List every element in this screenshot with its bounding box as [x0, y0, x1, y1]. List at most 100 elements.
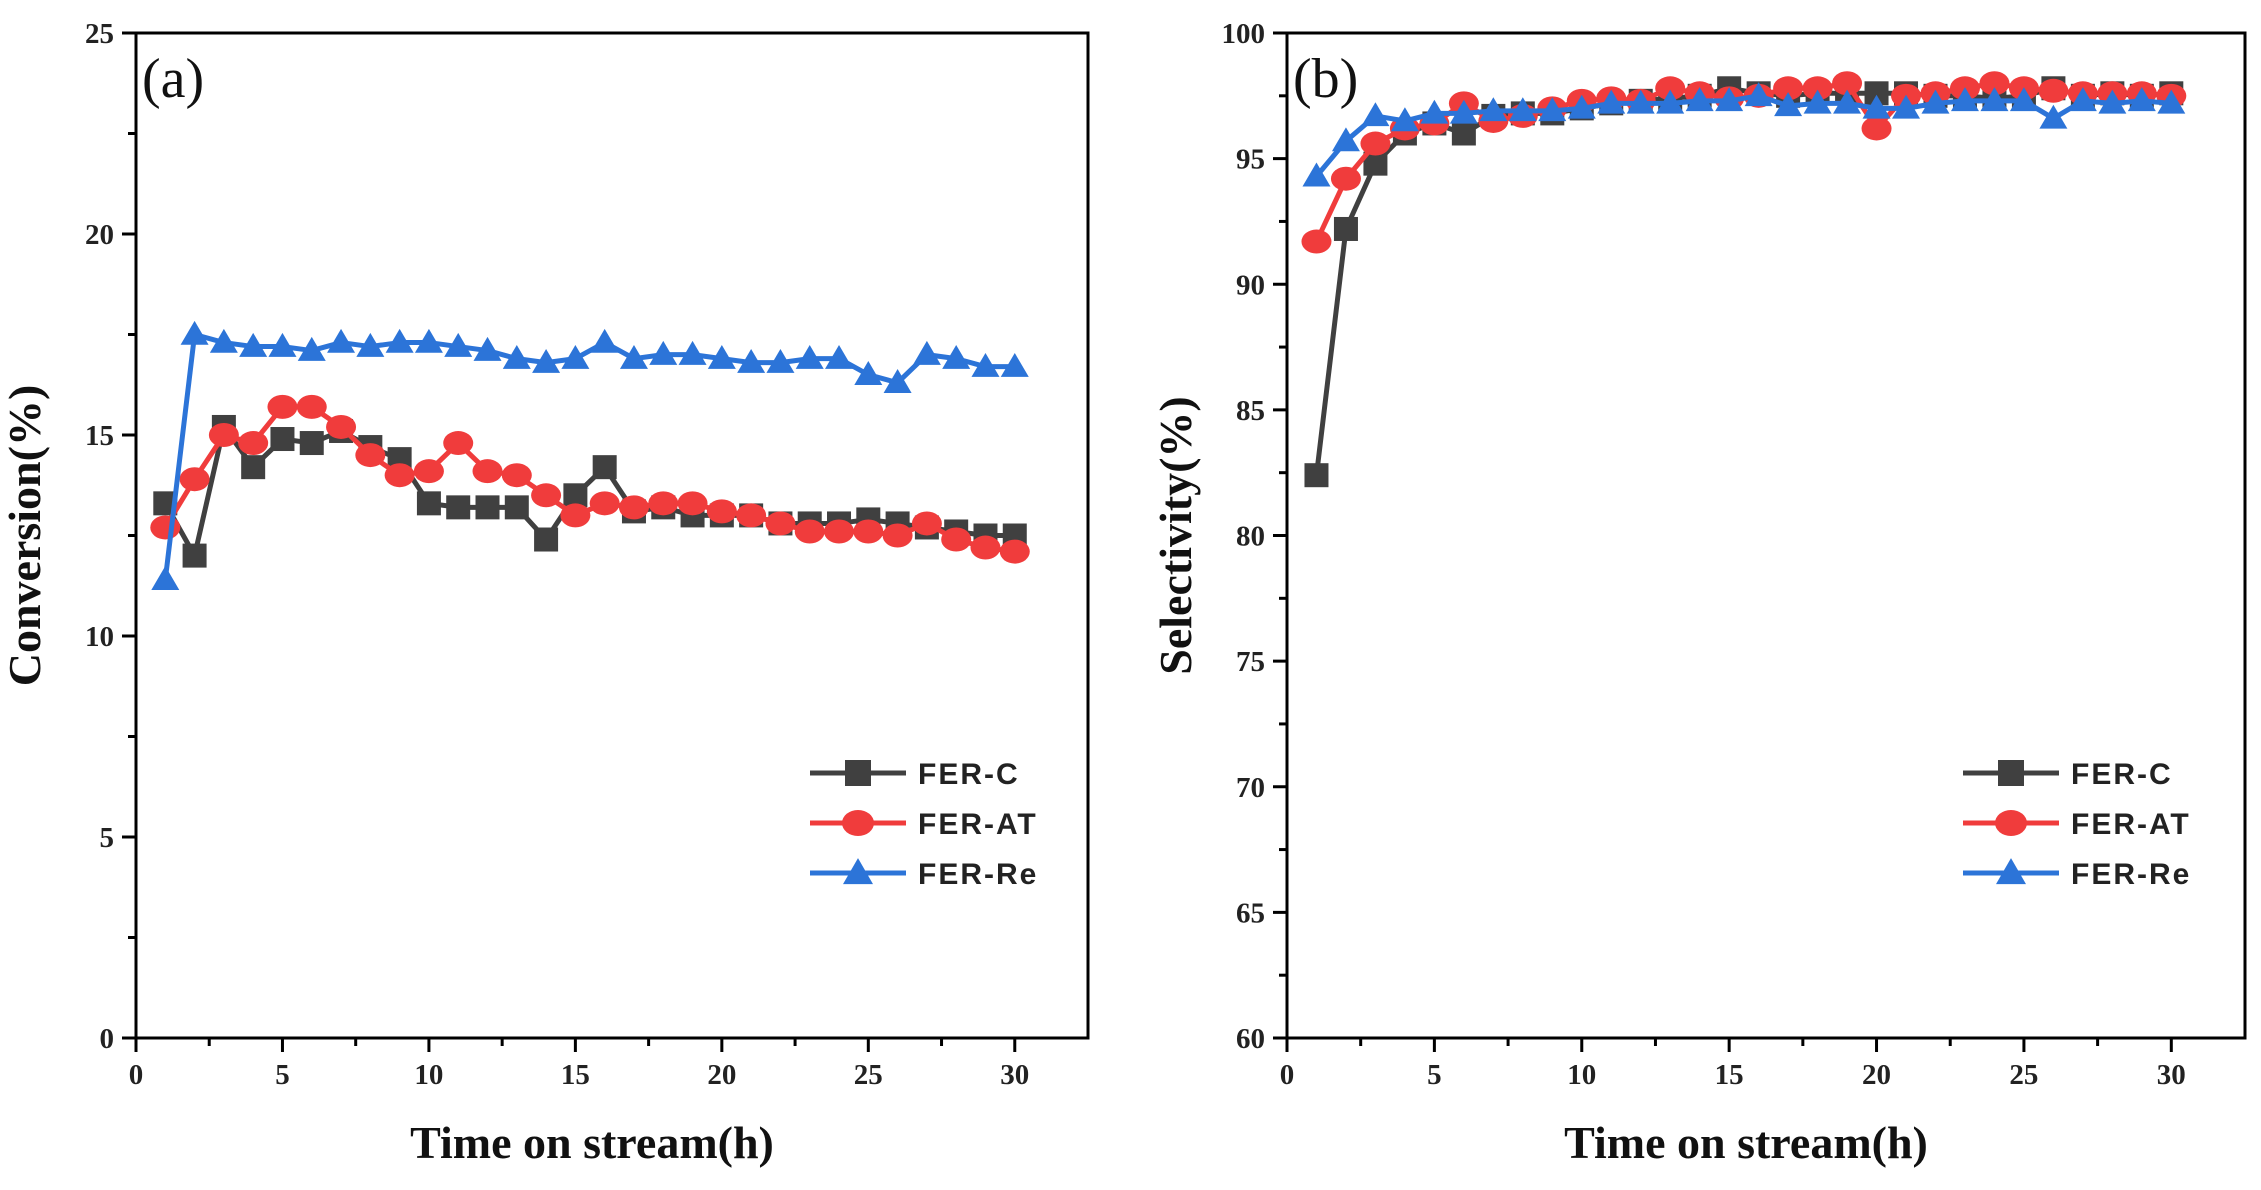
data-point-fer-c	[182, 543, 207, 568]
data-point-fer-re	[825, 344, 854, 369]
data-point-fer-re	[268, 332, 297, 357]
data-point-fer-at	[2038, 78, 2069, 103]
data-point-fer-at	[736, 503, 767, 528]
series-fer-at	[150, 394, 1030, 564]
data-point-fer-re	[327, 328, 356, 353]
data-point-fer-re	[1892, 94, 1921, 119]
data-point-fer-at	[1832, 71, 1863, 96]
panel-a: 0 5 10 15 20 25 30 0 5 10 15 20 25 Time on stream(h) C…	[0, 18, 1090, 1168]
y-tick-label: 100	[1222, 18, 1266, 50]
data-point-fer-at	[472, 459, 503, 484]
y-tick-label: 25	[85, 18, 114, 50]
data-point-fer-re	[1597, 89, 1626, 114]
x-tick-label: 30	[2157, 1059, 2186, 1091]
data-point-fer-c	[504, 495, 529, 520]
data-point-fer-re	[2068, 87, 2097, 112]
legend-marker-fer-c	[845, 760, 871, 786]
y-tick-label: 85	[1236, 395, 1265, 427]
data-point-fer-re	[502, 344, 531, 369]
data-point-fer-re	[795, 344, 824, 369]
data-point-fer-re	[1390, 107, 1419, 132]
data-point-fer-re	[1331, 127, 1360, 152]
y-tick-label: 0	[100, 1023, 115, 1055]
series-fer-re	[1302, 82, 2186, 187]
data-point-fer-at	[355, 443, 386, 468]
data-point-fer-at	[911, 511, 942, 536]
data-point-fer-re	[297, 336, 326, 361]
data-point-fer-at	[941, 527, 972, 552]
data-point-fer-re	[1361, 102, 1390, 127]
x-tick-label: 20	[707, 1059, 736, 1091]
data-point-fer-c	[446, 495, 471, 520]
data-point-fer-at	[824, 519, 855, 544]
data-point-fer-re	[590, 328, 619, 353]
data-point-fer-at	[179, 467, 210, 492]
legend-marker-fer-at	[842, 810, 874, 836]
data-point-fer-re	[2098, 89, 2127, 114]
y-tick-label: 5	[100, 822, 115, 854]
x-tick-label: 25	[854, 1059, 883, 1091]
data-point-fer-at	[794, 519, 825, 544]
x-tick-label: 10	[1567, 1059, 1596, 1091]
data-point-fer-c	[270, 427, 295, 452]
data-point-fer-re	[1803, 89, 1832, 114]
y-tick-label: 90	[1236, 269, 1265, 301]
data-point-fer-re	[678, 340, 707, 365]
data-point-fer-re	[532, 348, 561, 373]
data-point-fer-at	[853, 519, 884, 544]
legend-label-fer-c: FER-C	[918, 758, 1020, 791]
data-point-fer-at	[1861, 116, 1892, 141]
data-point-fer-re	[766, 348, 795, 373]
data-point-fer-re	[2157, 89, 2186, 114]
data-point-fer-re	[239, 332, 268, 357]
legend-label-fer-re: FER-Re	[918, 858, 1038, 891]
data-point-fer-re	[1833, 89, 1862, 114]
y-axis-label: Selectivity(%)	[1150, 396, 1201, 674]
x-tick-label: 15	[561, 1059, 590, 1091]
data-point-fer-at	[150, 515, 181, 540]
data-point-fer-re	[1921, 89, 1950, 114]
data-point-fer-re	[2127, 87, 2156, 112]
data-point-fer-c	[592, 455, 617, 480]
legend-marker-fer-re	[1996, 858, 2026, 885]
y-axis-label: Conversion(%)	[0, 385, 50, 687]
data-point-fer-re	[209, 328, 238, 353]
legend-label-fer-c: FER-C	[2071, 758, 2173, 791]
data-point-fer-at	[413, 459, 444, 484]
data-point-fer-at	[560, 503, 591, 528]
legend-marker-fer-c	[1998, 760, 2024, 786]
data-point-fer-at	[326, 414, 357, 439]
data-point-fer-at	[267, 394, 298, 419]
data-point-fer-at	[1330, 166, 1361, 191]
data-point-fer-re	[942, 344, 971, 369]
y-tick-label: 15	[85, 420, 114, 452]
series-fer-re	[151, 320, 1029, 590]
data-point-fer-re	[707, 344, 736, 369]
data-point-fer-re	[561, 344, 590, 369]
y-tick-label: 80	[1236, 521, 1265, 553]
y-tick-label: 20	[85, 219, 114, 251]
x-tick-label: 20	[1862, 1059, 1891, 1091]
data-point-fer-at	[1360, 131, 1391, 156]
data-point-fer-re	[1685, 87, 1714, 112]
data-point-fer-c	[299, 431, 324, 456]
data-point-fer-c	[1451, 121, 1476, 146]
data-point-fer-re	[1420, 99, 1449, 124]
data-point-fer-re	[1302, 162, 1331, 187]
data-point-fer-c	[563, 483, 588, 508]
data-point-fer-re	[385, 328, 414, 353]
data-point-fer-at	[296, 394, 327, 419]
data-point-fer-re	[2039, 104, 2068, 129]
data-point-fer-re	[151, 566, 180, 590]
data-point-fer-re	[1508, 97, 1537, 122]
data-point-fer-re	[1774, 92, 1803, 117]
legend-marker-fer-re	[843, 858, 873, 885]
data-point-fer-c	[475, 495, 500, 520]
x-axis-label: Time on stream(h)	[1564, 1117, 1928, 1168]
x-tick-label: 15	[1715, 1059, 1744, 1091]
data-point-fer-at	[706, 499, 737, 524]
data-point-fer-at	[618, 495, 649, 520]
data-point-fer-at	[882, 523, 913, 548]
data-point-fer-at	[384, 463, 415, 488]
